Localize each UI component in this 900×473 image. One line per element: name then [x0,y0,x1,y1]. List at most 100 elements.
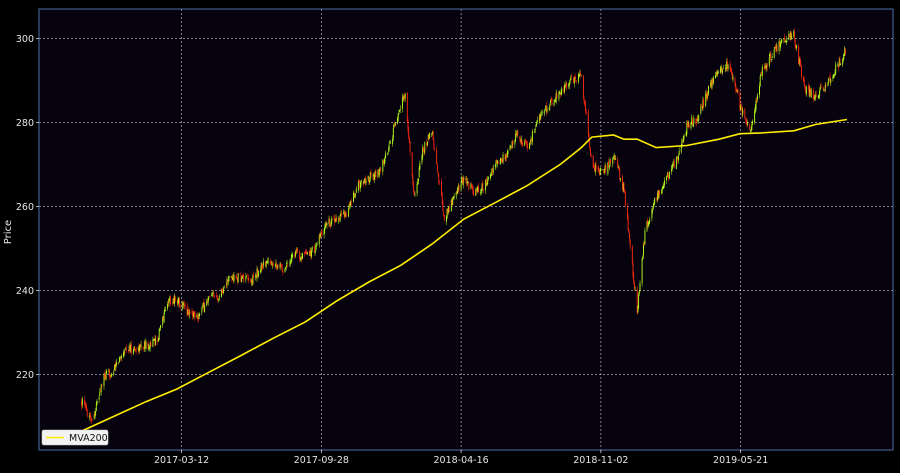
candle-body [721,68,723,72]
candle-body [137,347,139,350]
candle-body [536,123,538,126]
y-axis-label: Price [3,220,14,244]
candle-body [196,314,198,318]
candle-body [311,247,313,250]
candle-body [752,120,753,125]
candle-body [497,161,499,164]
candle-body [483,189,484,191]
candle-body [466,178,468,184]
candle-body [311,250,313,257]
candle-body [434,149,436,151]
candle-body [605,166,607,173]
candle-body [828,76,830,78]
candle-body [86,409,88,416]
candle-body [241,276,243,279]
candle-body [602,169,604,171]
candle-body [673,160,675,168]
candle-body [207,297,209,304]
candle-body [393,125,395,127]
candle-body [114,363,116,368]
candle-body [790,31,792,40]
candle-body [110,375,112,377]
candle-body [333,217,335,219]
candle-body [162,317,164,325]
candle-body [629,239,631,248]
candle-body [534,131,535,133]
candle-body [745,119,746,121]
candle-body [599,170,600,175]
candle-body [138,346,140,352]
candle-body [610,160,612,163]
candle-body [701,108,703,110]
candle-body [174,297,176,302]
candle-body [705,93,707,107]
candle-body [696,121,698,123]
candle-body [458,184,460,191]
candle-body [452,196,454,199]
candle-body [183,304,185,307]
plot-frame [38,8,894,451]
candle-body [501,160,503,162]
candle-body [324,226,326,230]
candle-body [597,168,599,170]
candle-body [287,264,289,266]
candle-body [309,251,310,256]
candle-body [686,122,688,134]
candle-body [814,96,816,100]
candle-body [727,64,729,70]
candle-body [248,278,250,281]
candle-body [726,61,728,69]
candle-body [427,134,429,141]
candle-body [364,176,366,184]
candle-body [285,268,287,270]
candle-body [706,94,708,99]
candle-body [265,262,267,268]
candle-body [266,262,268,264]
candle-body [538,115,540,122]
candle-body [119,356,121,358]
candle-body [638,294,640,308]
candle-body [766,64,767,69]
candle-body [346,214,347,216]
candle-body [468,183,470,190]
candle-body [402,97,404,98]
candle-body [560,91,562,95]
candle-body [358,181,360,183]
candle-body [648,220,650,224]
candle-body [475,189,477,196]
candle-body [123,352,125,357]
candle-body [178,297,180,301]
candle-body [436,149,438,165]
candle-body [199,314,201,316]
candle-body [636,289,638,313]
candle-body [334,217,336,223]
candle-body [467,182,469,184]
candle-body [169,296,171,304]
candle-body [594,163,596,173]
candle-body [663,185,665,187]
candle-body [192,312,194,317]
candle-body [128,346,130,352]
candle-body [203,302,205,312]
candle-body [144,342,145,349]
candle-body [626,206,628,219]
candle-body [251,280,252,283]
candle-body [476,189,477,192]
candle-body [516,130,518,136]
candle-body [106,371,108,373]
candle-body [672,163,674,166]
candle-body [613,158,614,160]
candle-body [514,140,516,145]
candle-body [783,38,785,40]
candle-body [649,219,651,221]
candle-body [744,108,746,119]
candle-body [573,78,575,84]
candle-body [687,121,688,127]
candle-body [320,233,322,237]
candle-body [135,349,137,352]
candlesticks [81,28,846,424]
candle-body [443,212,445,217]
candle-body [482,182,484,190]
candle-body [680,144,682,153]
candle-body [633,283,635,289]
